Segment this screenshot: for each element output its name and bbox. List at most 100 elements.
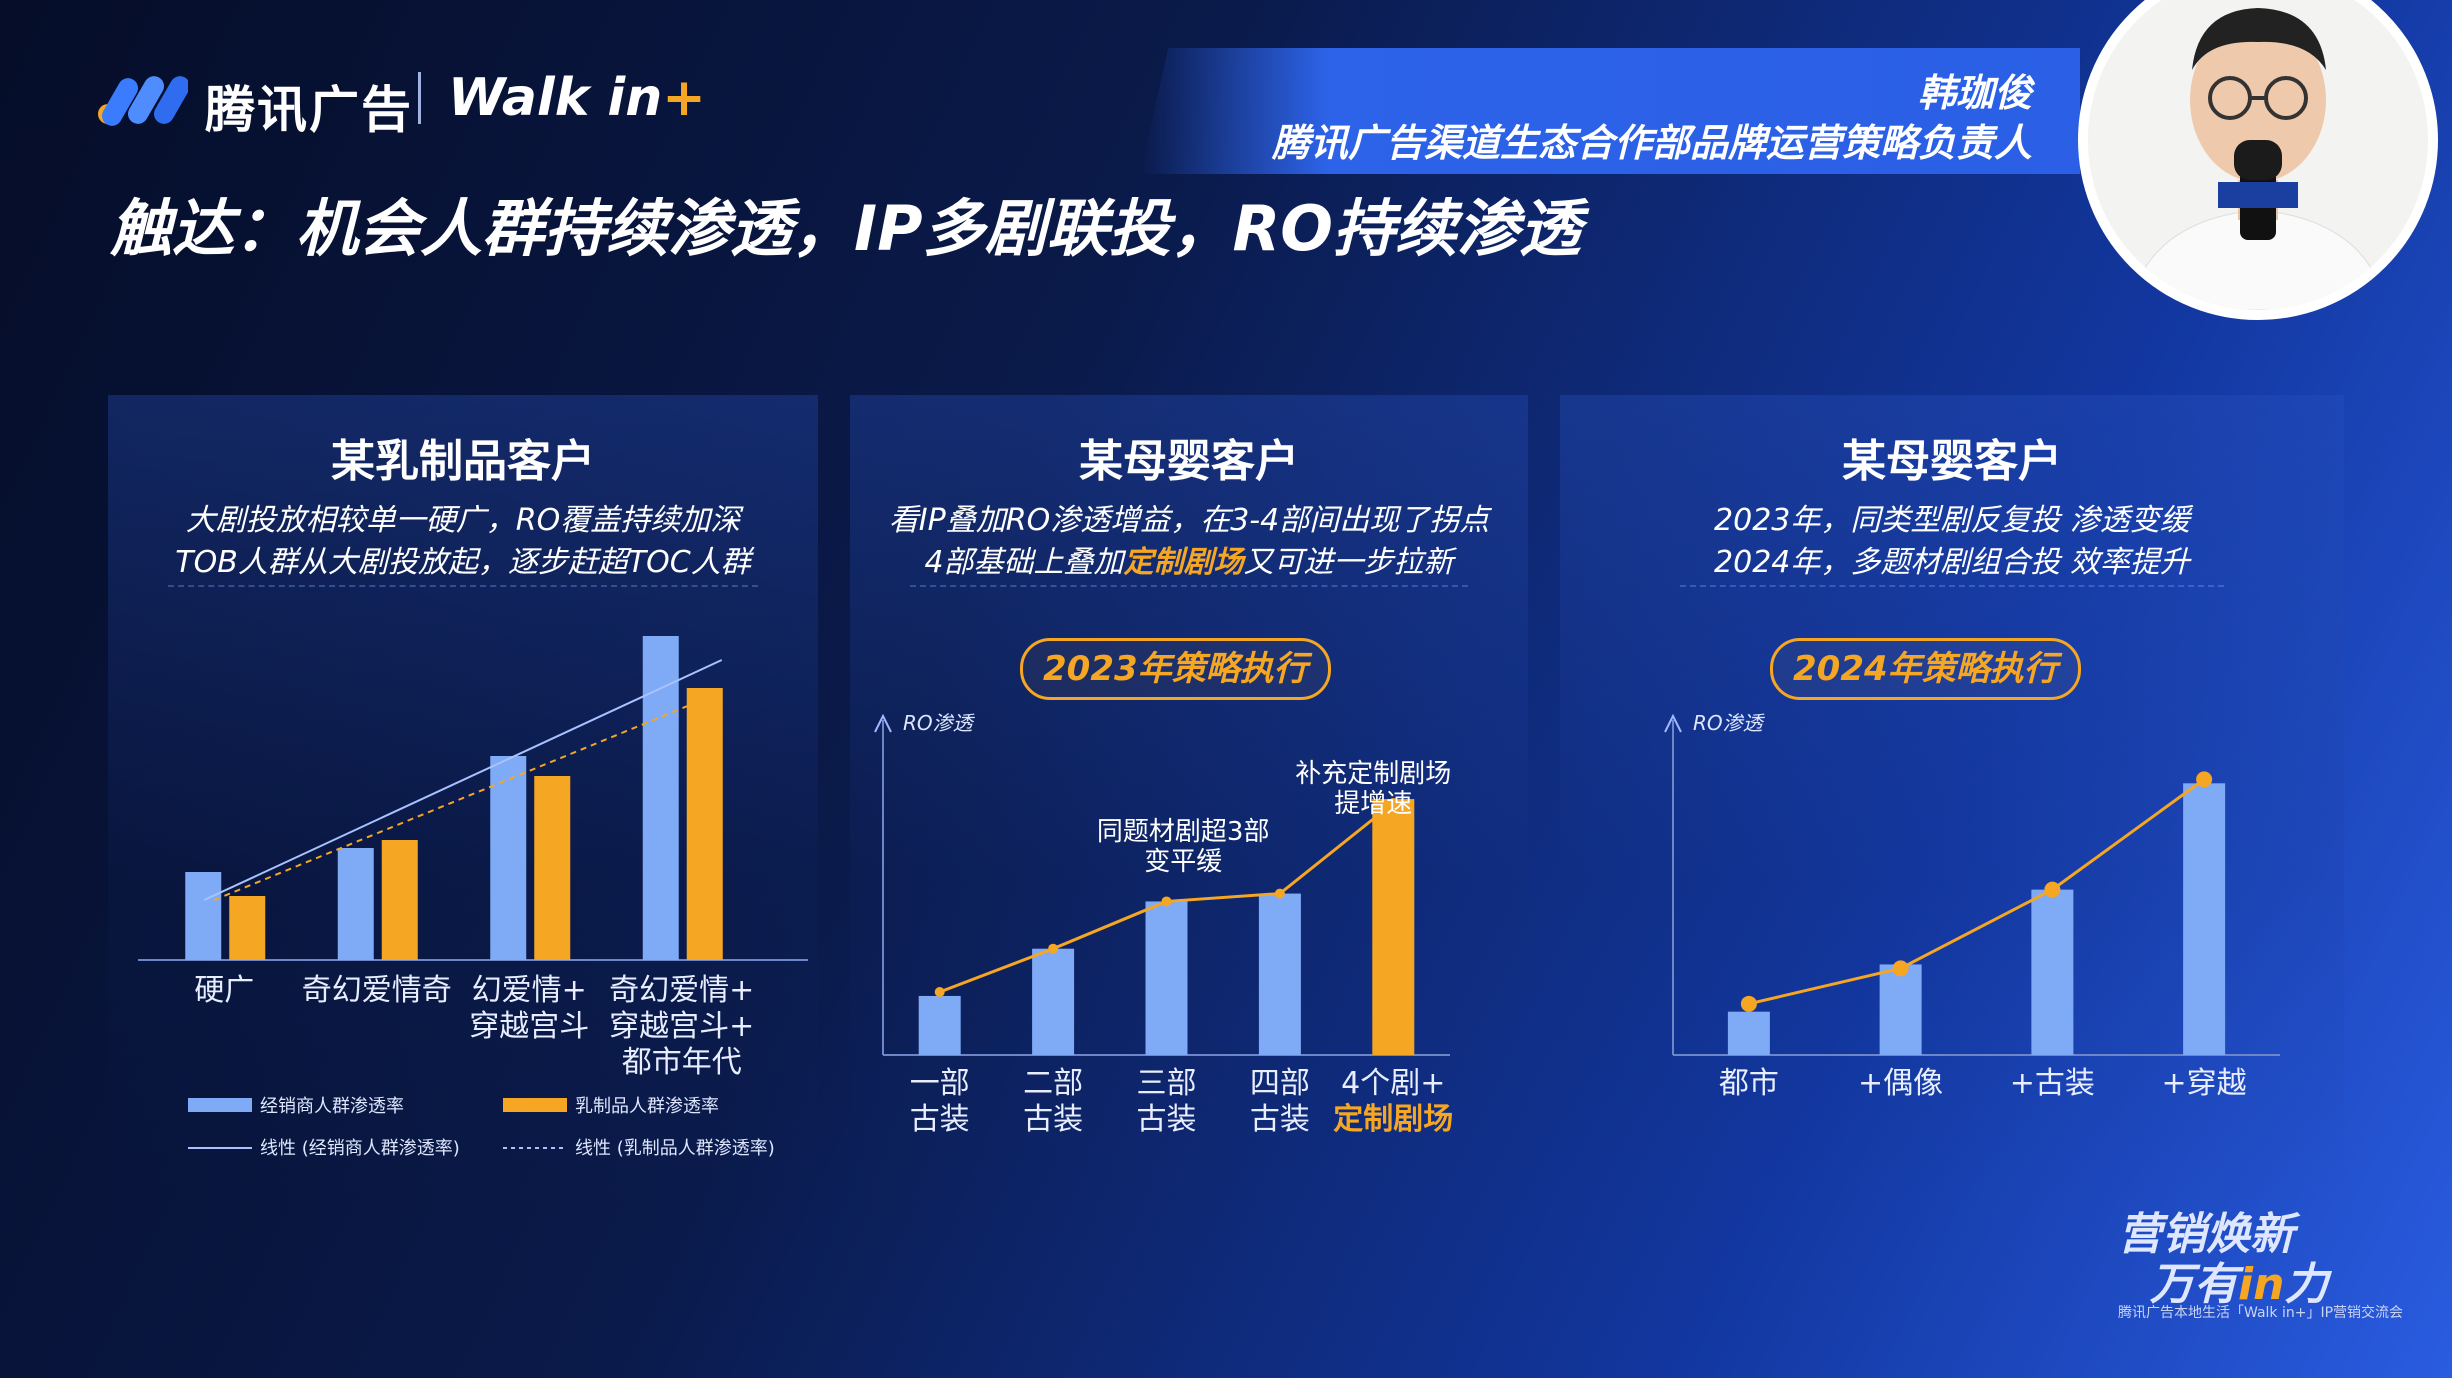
annotation: 同题材剧超3部: [1097, 817, 1270, 847]
x-tick-label: 四部: [1250, 1066, 1310, 1101]
bar: [1727, 1011, 1770, 1055]
slogan-text: 万有: [2150, 1259, 2238, 1310]
trend-point: [934, 987, 945, 997]
bar-distributor: [185, 872, 222, 960]
x-tick-label: +古装: [2010, 1066, 2095, 1101]
bar-distributor: [490, 756, 527, 960]
panel-divider: [910, 585, 1468, 587]
x-tick-label: 二部: [1023, 1066, 1083, 1101]
speaker-name: 韩珈俊: [1917, 71, 2032, 115]
x-tick-label: 穿越宫斗: [469, 1009, 589, 1044]
x-tick-label: 4个剧+: [1341, 1066, 1445, 1101]
panel-title: 某母婴客户: [1842, 436, 2062, 487]
trend-point: [2044, 881, 2061, 898]
panel-subtitle-line1: 2023年，同类型剧反复投 渗透变缓: [1714, 503, 2190, 538]
legend-label: 线性 (乳制品人群渗透率): [575, 1138, 775, 1159]
x-tick-label: 古装: [1250, 1102, 1310, 1137]
event-logo-text: Walk in: [448, 68, 663, 128]
x-tick-label: 古装: [910, 1102, 970, 1137]
brand-name: 腾讯广告: [205, 81, 413, 139]
speaker-banner: [1140, 48, 2080, 174]
bar: [1879, 964, 1922, 1055]
y-axis-arrow-icon: [1664, 713, 1682, 733]
bar: [1032, 948, 1075, 1055]
x-tick-label: 幻爱情+: [472, 973, 587, 1008]
event-subline: 腾讯广告本地生活「Walk in+」IP营销交流会: [2118, 1305, 2404, 1321]
y-axis-label: RO渗透: [903, 711, 976, 735]
legend-swatch-distributor: [188, 1098, 252, 1112]
legend-swatch-dairy: [503, 1098, 567, 1112]
slogan-highlight: in: [2238, 1259, 2285, 1310]
event-logo: Walk in+: [448, 68, 706, 128]
bar-dairy: [534, 776, 571, 960]
trend-point: [2196, 771, 2213, 788]
trendline-distributor: [203, 659, 723, 901]
trend-point: [1388, 798, 1399, 808]
chart-ro-penetration-2023: RO渗透一部古装二部古装三部古装四部古装4个剧+定制剧场同题材剧超3部变平缓补充…: [874, 711, 1453, 1137]
strategy-badge: 2024年策略执行: [1770, 638, 2081, 700]
event-logo-plus: +: [662, 68, 706, 128]
slogan-line1: 营销焕新: [2118, 1209, 2294, 1260]
bar: [2183, 783, 2226, 1055]
x-tick-label: +偶像: [1858, 1066, 1943, 1101]
trend-point: [1740, 995, 1757, 1012]
trend-point: [1274, 888, 1285, 899]
x-tick-label: 古装: [1023, 1102, 1083, 1137]
speaker-photo-icon: [2088, 0, 2428, 310]
bar-dairy: [686, 688, 723, 960]
bar: [2031, 889, 2074, 1055]
page-headline: 触达：机会人群持续渗透，IP多剧联投，RO持续渗透: [110, 192, 1581, 265]
trend-line: [1748, 778, 2206, 1006]
subtitle-highlight: 定制剧场: [1123, 545, 1244, 580]
bar: [918, 995, 961, 1055]
speaker-avatar: [2078, 0, 2438, 320]
x-tick-label: 奇幻爱情+: [609, 973, 754, 1008]
x-tick-label: 三部: [1137, 1066, 1197, 1101]
panel-divider: [1680, 585, 2224, 587]
y-axis-label: RO渗透: [1693, 711, 1766, 735]
x-tick-label: 定制剧场: [1333, 1102, 1453, 1137]
x-tick-label: 奇幻爱情奇: [302, 973, 452, 1008]
bar-distributor: [642, 636, 679, 960]
x-tick-label: 硬广: [194, 973, 254, 1008]
bar-dairy: [229, 896, 266, 960]
x-tick-label: +穿越: [2162, 1066, 2247, 1101]
strategy-badge: 2023年策略执行: [1020, 638, 1331, 700]
panel-divider: [168, 585, 758, 587]
bar: [1372, 799, 1415, 1055]
x-tick-label: 古装: [1137, 1102, 1197, 1137]
x-tick-label: 一部: [910, 1066, 970, 1101]
panel-subtitle-line2: 4部基础上叠加定制剧场又可进一步拉新: [850, 537, 1528, 581]
speaker-title: 腾讯广告渠道生态合作部品牌运营策略负责人: [1271, 121, 2032, 165]
slogan-text: 力: [2284, 1259, 2329, 1310]
trendline-dairy: [213, 691, 723, 901]
subtitle-text: 又可进一步拉新: [1243, 545, 1454, 580]
annotation: 提增速: [1334, 789, 1412, 819]
logo-divider: [418, 72, 421, 124]
bar-distributor: [337, 848, 374, 960]
x-tick-label: 都市: [1719, 1066, 1779, 1101]
panel-title: 某母婴客户: [1079, 436, 1299, 487]
panel-subtitle-line1: 看IP叠加RO渗透增益，在3-4部间出现了拐点: [888, 503, 1490, 538]
slogan-line2: 万有in力: [2150, 1248, 2328, 1312]
trend-point: [1048, 943, 1059, 954]
tencent-ads-logo-icon: [98, 76, 188, 126]
bar: [1145, 901, 1188, 1055]
trend-point: [1161, 896, 1172, 907]
panel-title: 某乳制品客户: [331, 436, 595, 487]
bar: [1258, 893, 1301, 1055]
x-tick-label: 穿越宫斗+: [609, 1009, 754, 1044]
x-tick-label: 都市年代: [622, 1045, 742, 1080]
annotation: 补充定制剧场: [1295, 759, 1451, 789]
panel-subtitle-line2: TOB人群从大剧投放起，逐步赶超TOC人群: [175, 545, 751, 580]
subtitle-text: 4部基础上叠加: [924, 545, 1124, 580]
panel-subtitle-line1: 大剧投放相较单一硬广，RO覆盖持续加深: [185, 503, 741, 538]
y-axis-arrow-icon: [874, 713, 892, 733]
legend-label: 经销商人群渗透率: [260, 1096, 404, 1117]
trend-point: [1892, 960, 1909, 977]
legend-label: 线性 (经销商人群渗透率): [260, 1138, 460, 1159]
legend-label: 乳制品人群渗透率: [575, 1096, 719, 1117]
panel-subtitle-line2: 2024年，多题材剧组合投 效率提升: [1714, 545, 2190, 580]
